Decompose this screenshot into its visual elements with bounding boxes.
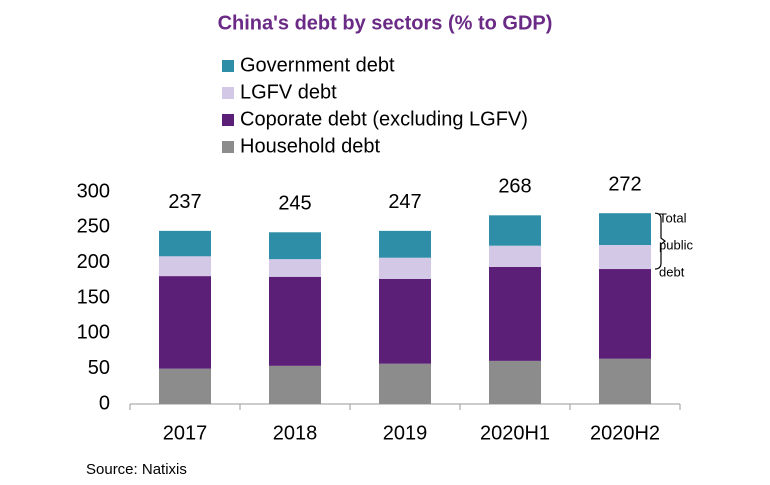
bar-segment xyxy=(269,232,321,260)
annotation: debt xyxy=(659,265,685,280)
legend-label: Government debt xyxy=(240,54,395,76)
legend-swatch xyxy=(222,60,234,72)
bar-segment xyxy=(379,230,431,258)
bar-segment xyxy=(269,259,321,277)
bar-segment xyxy=(599,269,651,359)
brace xyxy=(654,212,666,270)
annotation: public xyxy=(659,238,693,253)
bar-segment xyxy=(159,230,211,257)
y-tick-label: 250 xyxy=(77,216,110,238)
source: Source: Natixis xyxy=(86,461,187,478)
y-tick-label: 300 xyxy=(77,180,110,202)
annotation: Total xyxy=(659,211,687,226)
x-tick-label: 2018 xyxy=(273,422,318,444)
y-tick-label: 0 xyxy=(99,392,110,414)
total-label: 247 xyxy=(388,191,421,213)
total-label: 268 xyxy=(498,176,531,198)
y-tick-label: 100 xyxy=(77,322,110,344)
bar-segment xyxy=(599,213,651,245)
y-tick-label: 150 xyxy=(77,286,110,308)
bar-segment xyxy=(599,358,651,404)
legend-label: Coporate debt (excluding LGFV) xyxy=(240,108,528,130)
bar-segment xyxy=(489,245,541,267)
total-label: 245 xyxy=(278,193,311,215)
bar-segment xyxy=(599,245,651,270)
total-label: 237 xyxy=(168,191,201,213)
legend-label: Household debt xyxy=(240,135,381,157)
legend-label: LGFV debt xyxy=(240,81,337,103)
x-tick-label: 2019 xyxy=(383,422,428,444)
bar-segment xyxy=(379,278,431,364)
bar-segment xyxy=(159,368,211,404)
bar-segment xyxy=(489,360,541,404)
x-tick-label: 2017 xyxy=(163,422,208,444)
bar-segment xyxy=(269,365,321,404)
legend-swatch xyxy=(222,114,234,126)
x-tick-label: 2020H2 xyxy=(590,422,660,444)
y-tick-label: 200 xyxy=(77,251,110,273)
y-tick-label: 50 xyxy=(88,357,110,379)
legend-swatch xyxy=(222,87,234,99)
bar-segment xyxy=(159,276,211,369)
bar-segment xyxy=(379,363,431,404)
total-label: 272 xyxy=(608,173,641,195)
bar-segment xyxy=(269,276,321,366)
bar-segment xyxy=(159,256,211,277)
chart-title: China's debt by sectors (% to GDP) xyxy=(218,12,553,34)
x-tick-label: 2020H1 xyxy=(480,422,550,444)
bar-segment xyxy=(379,257,431,279)
legend-swatch xyxy=(222,141,234,153)
bar-segment xyxy=(489,215,541,246)
bar-segment xyxy=(489,266,541,361)
